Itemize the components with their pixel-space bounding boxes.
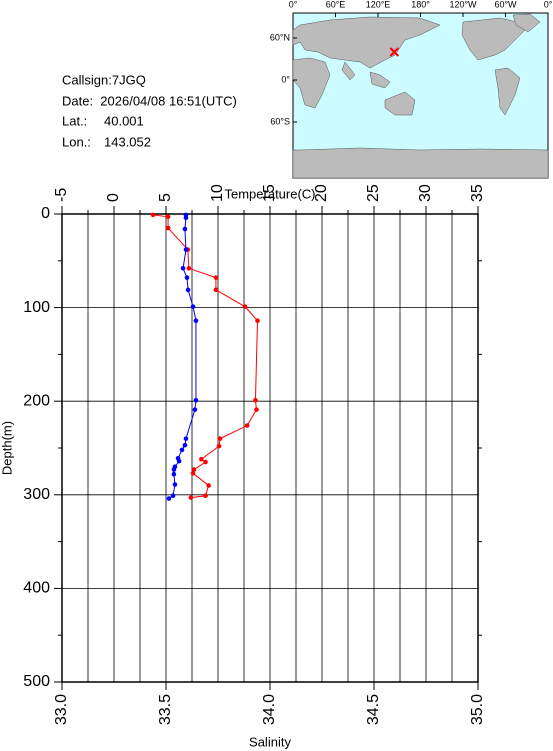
profile-line bbox=[168, 214, 197, 499]
data-point bbox=[199, 456, 204, 462]
map-x-label: 120°W bbox=[449, 0, 477, 9]
map bbox=[292, 12, 549, 179]
map-land bbox=[292, 13, 549, 179]
data-point bbox=[213, 287, 219, 293]
map-y-label: 60°S bbox=[270, 116, 290, 126]
data-point bbox=[182, 226, 188, 232]
x2-tick-label: 35 bbox=[469, 184, 486, 202]
data-point bbox=[183, 436, 189, 441]
data-point bbox=[176, 458, 182, 464]
date: Date: 2026/04/08 16:51(UTC) bbox=[62, 93, 237, 108]
data-point bbox=[184, 275, 190, 280]
data-point bbox=[255, 318, 260, 324]
x2-tick-label: 20 bbox=[313, 184, 330, 202]
data-point bbox=[171, 471, 177, 477]
data-point bbox=[191, 467, 197, 472]
data-point bbox=[183, 215, 189, 221]
data-point bbox=[183, 247, 189, 252]
x2-tick-label: 15 bbox=[261, 184, 278, 202]
y-tick-label: 300 bbox=[23, 486, 50, 503]
profile-line bbox=[152, 214, 259, 499]
x-tick-label: 33.0 bbox=[53, 694, 70, 725]
data-point bbox=[206, 483, 211, 488]
data-point bbox=[253, 397, 258, 403]
data-point bbox=[217, 436, 223, 441]
data-point bbox=[213, 275, 219, 280]
map-x-label: 120°E bbox=[366, 0, 391, 9]
x-axis-title: Salinity bbox=[249, 734, 291, 749]
x-tick-label: 34.0 bbox=[261, 694, 278, 725]
y-tick-label: 100 bbox=[23, 299, 50, 316]
data-point bbox=[192, 407, 198, 412]
map-x-label: 0° bbox=[289, 0, 298, 9]
y-tick-label: 400 bbox=[23, 580, 50, 597]
data-point bbox=[182, 442, 188, 448]
data-point bbox=[170, 493, 176, 499]
x2-tick-label: 30 bbox=[417, 184, 434, 202]
data-point bbox=[190, 304, 196, 309]
data-point bbox=[185, 287, 191, 293]
map-x-label: 60°E bbox=[326, 0, 346, 9]
data-point bbox=[216, 443, 222, 449]
map-x-label: 0° bbox=[544, 0, 553, 9]
y-tick-label: 200 bbox=[23, 392, 50, 409]
y-tick-label: 0 bbox=[41, 205, 50, 222]
x-tick-label: 35.0 bbox=[469, 694, 486, 725]
x2-tick-label: 25 bbox=[365, 184, 382, 202]
map-y-label: 60°N bbox=[270, 32, 290, 42]
data-point bbox=[172, 482, 178, 487]
data-point bbox=[203, 459, 208, 465]
data-point bbox=[186, 265, 192, 271]
y-tick-label: 500 bbox=[23, 673, 50, 690]
data-point bbox=[180, 265, 186, 271]
data-point bbox=[242, 304, 248, 309]
data-point bbox=[193, 397, 199, 403]
data-point bbox=[166, 496, 172, 501]
map-x-label: 180° bbox=[411, 0, 430, 9]
x2-tick-label: 0 bbox=[105, 193, 122, 202]
lat: 40.001 bbox=[104, 113, 144, 128]
lon: 143.052 bbox=[104, 134, 151, 149]
lat-label: Lat.: bbox=[62, 113, 87, 128]
data-point bbox=[254, 407, 259, 412]
plot-frame bbox=[61, 213, 479, 683]
data-point bbox=[165, 225, 171, 231]
data-point bbox=[203, 493, 208, 499]
x2-tick-label: 10 bbox=[209, 184, 226, 202]
y-axis-title: Depth(m) bbox=[0, 421, 14, 475]
data-point bbox=[179, 447, 185, 453]
data-point bbox=[150, 212, 156, 218]
x2-axis-title: Temperature(C) bbox=[224, 186, 315, 201]
lon-label: Lon.: bbox=[62, 134, 91, 149]
data-point bbox=[193, 318, 199, 324]
map-x-label: 60°W bbox=[494, 0, 517, 9]
data-point bbox=[165, 214, 171, 220]
x2-tick-label: -5 bbox=[53, 188, 70, 202]
x-tick-label: 34.5 bbox=[365, 694, 382, 725]
data-point bbox=[171, 467, 177, 472]
callsign: Callsign:7JGQ bbox=[62, 72, 146, 87]
map-y-label: 0° bbox=[281, 74, 290, 84]
map-marker bbox=[389, 47, 400, 57]
data-point bbox=[190, 470, 196, 476]
data-point bbox=[244, 423, 250, 428]
x2-tick-label: 5 bbox=[157, 193, 174, 202]
data-point bbox=[188, 495, 194, 500]
x-tick-label: 33.5 bbox=[157, 694, 174, 725]
